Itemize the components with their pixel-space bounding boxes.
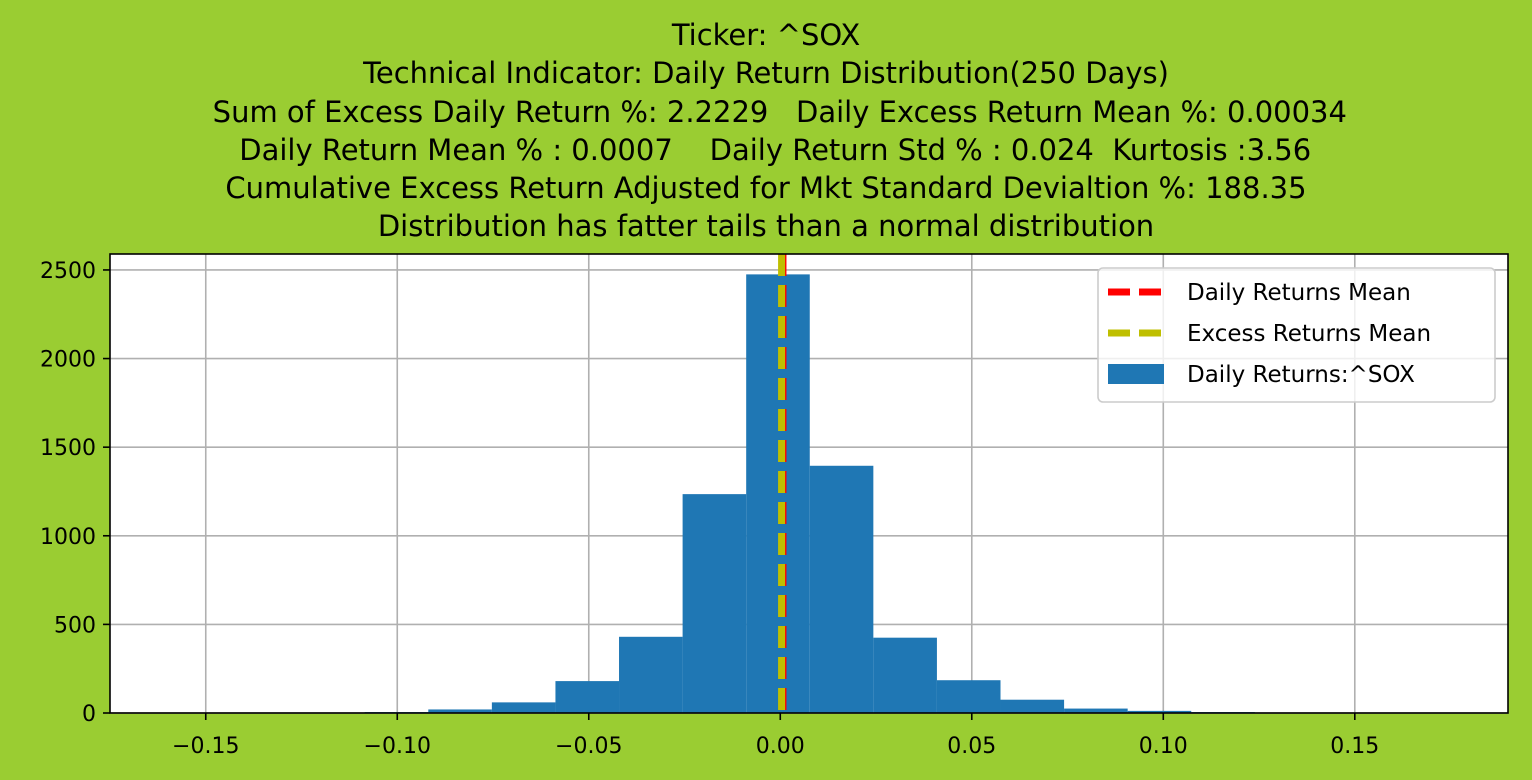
title-line-indicator: Technical Indicator: Daily Return Distri… bbox=[363, 56, 1169, 91]
x-tick-label-3: 0.00 bbox=[756, 734, 805, 759]
title-line-return-stats: Daily Return Mean % : 0.0007 Daily Retur… bbox=[220, 132, 1312, 167]
axis-ticks: −0.15 −0.10 −0.05 0.00 0.05 0.10 0.15 0 500 1000 1… bbox=[40, 259, 1379, 759]
histogram-bar-4 bbox=[619, 636, 683, 713]
title-line-excess-stats: Sum of Excess Daily Return %: 2.2229 Dai… bbox=[185, 94, 1347, 129]
histogram-bar-10 bbox=[1000, 699, 1065, 713]
legend: Daily Returns Mean Excess Returns Mean Dai… bbox=[1097, 267, 1496, 403]
x-tick-label-4: 0.05 bbox=[947, 734, 996, 759]
histogram-bar-1 bbox=[428, 709, 492, 713]
histogram-bar-9 bbox=[936, 680, 1001, 713]
title-line-ticker: Ticker: ^SOX bbox=[671, 18, 861, 52]
x-tick-label-2: −0.05 bbox=[555, 734, 622, 759]
histogram-bar-8 bbox=[873, 637, 937, 713]
plot-frame bbox=[109, 253, 1509, 714]
x-tick-label-5: 0.10 bbox=[1139, 734, 1188, 759]
histogram-bar-5 bbox=[682, 494, 747, 713]
legend-label-0: Daily Returns Mean bbox=[1187, 280, 1411, 306]
y-tick-label-5: 2500 bbox=[40, 259, 96, 284]
x-tick-label-0: −0.15 bbox=[172, 734, 239, 759]
histogram-bar-11 bbox=[1064, 708, 1128, 713]
histogram-bar-6 bbox=[746, 274, 810, 713]
histogram-bar-7 bbox=[809, 465, 874, 713]
legend-label-2: Daily Returns:^SOX bbox=[1187, 362, 1415, 388]
x-tick-label-1: −0.10 bbox=[364, 734, 431, 759]
title-line-conclusion: Distribution has fatter tails than a nor… bbox=[377, 209, 1155, 244]
histogram-bar-2 bbox=[491, 702, 556, 713]
histogram-bar-3 bbox=[555, 681, 620, 713]
title-line-cumulative: Cumulative Excess Return Adjusted for Mk… bbox=[225, 171, 1307, 206]
y-tick-label-2: 1000 bbox=[40, 525, 96, 550]
legend-label-1: Excess Returns Mean bbox=[1187, 321, 1431, 347]
legend-box bbox=[1097, 267, 1496, 403]
y-tick-label-4: 2000 bbox=[40, 348, 96, 373]
y-tick-label-1: 500 bbox=[54, 613, 96, 638]
legend-swatch-2 bbox=[1108, 364, 1164, 384]
histogram-bars bbox=[364, 274, 1255, 713]
chart-title: Ticker: ^SOX Technical Indicator: Daily … bbox=[0, 16, 1532, 246]
mean-lines bbox=[778, 254, 787, 713]
y-tick-label-0: 0 bbox=[82, 702, 96, 727]
y-tick-label-3: 1500 bbox=[40, 436, 96, 461]
x-tick-label-6: 0.15 bbox=[1330, 734, 1379, 759]
histogram-bar-12 bbox=[1127, 710, 1192, 713]
